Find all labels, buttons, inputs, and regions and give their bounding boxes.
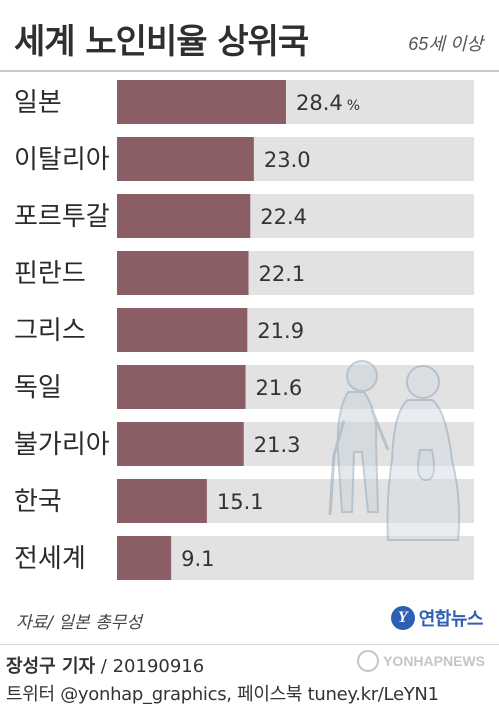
bar-track <box>117 536 474 580</box>
value-number: 22.4 <box>260 205 307 229</box>
value-unit: % <box>347 98 360 114</box>
yonhap-mark-icon: Y <box>390 606 415 630</box>
chart-frame <box>0 70 499 600</box>
value-label: 21.6 <box>256 376 303 400</box>
value-labels: 28.4 % 23.0 22.4 22.1 21.9 21.6 21.3 15.1 9.1 <box>181 91 360 571</box>
bar <box>117 479 207 523</box>
watermark: YONHAPNEWS <box>357 650 485 672</box>
value-number: 23.0 <box>264 148 311 172</box>
bar <box>117 365 246 409</box>
value-number: 28.4 <box>296 91 343 115</box>
logo-text: 연합뉴스 <box>418 609 484 630</box>
reporter-name: 장성구 기자 <box>6 656 96 677</box>
category-label: 한국 <box>14 487 62 517</box>
value-label: 9.1 <box>181 547 214 571</box>
category-label: 핀란드 <box>14 259 86 289</box>
chart-subtitle: 65세 이상 <box>408 34 483 54</box>
category-label: 포르투갈 <box>14 202 110 232</box>
bar <box>117 308 248 352</box>
value-label: 15.1 <box>217 490 264 514</box>
bar <box>117 251 249 295</box>
category-label: 독일 <box>14 373 62 403</box>
value-label: 21.9 <box>257 319 304 343</box>
value-number: 21.6 <box>256 376 303 400</box>
category-label: 이탈리아 <box>14 145 110 175</box>
watermark-text: YONHAPNEWS <box>383 653 485 669</box>
bar <box>117 422 244 466</box>
watermark-circle-icon <box>357 650 380 672</box>
category-label: 일본 <box>14 88 62 118</box>
category-label: 불가리아 <box>14 430 110 460</box>
footer-divider <box>0 644 499 645</box>
credit-separator: / <box>95 656 113 677</box>
bar <box>117 194 251 238</box>
value-number: 9.1 <box>181 547 214 571</box>
value-label: 28.4% <box>296 91 360 115</box>
bar <box>117 137 254 181</box>
bars <box>117 80 286 580</box>
elderly-couple-illustration <box>328 360 461 541</box>
category-label: 전세계 <box>14 544 86 574</box>
chart-title: 세계 노인비율 상위국 <box>14 22 309 62</box>
bar <box>117 536 172 580</box>
value-number: 21.9 <box>257 319 304 343</box>
credit-line: 장성구 기자 / 20190916 <box>6 652 204 678</box>
credit-date: 20190916 <box>112 656 205 677</box>
value-label: 23.0 <box>264 148 311 172</box>
value-number: 21.3 <box>254 433 301 457</box>
value-number: 15.1 <box>217 490 264 514</box>
bar <box>117 80 286 124</box>
yonhap-logo: Y 연합뉴스 <box>390 604 484 632</box>
value-number: 22.1 <box>258 262 305 286</box>
social-handles: 트위터 @yonhap_graphics, 페이스북 tuney.kr/LeYN… <box>6 684 439 705</box>
value-label: 21.3 <box>254 433 301 457</box>
value-label: 22.1 <box>258 262 305 286</box>
source-note: 자료/ 일본 총무성 <box>16 613 143 633</box>
category-label: 그리스 <box>14 316 86 346</box>
value-label: 22.4 <box>260 205 307 229</box>
